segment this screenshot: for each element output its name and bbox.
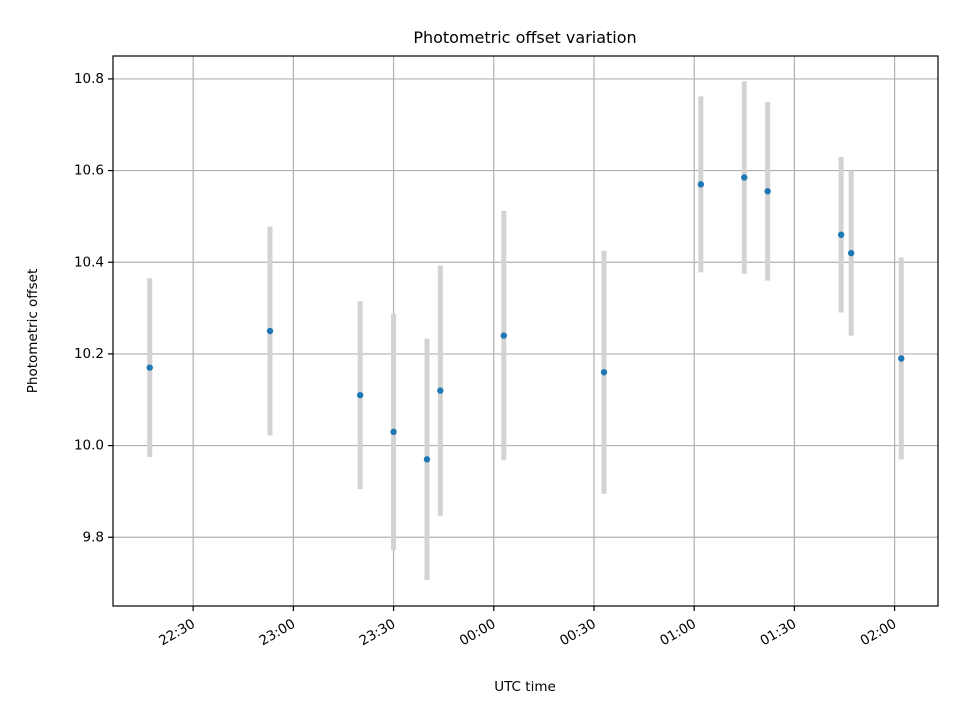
x-tick-label: 23:00 — [256, 616, 298, 649]
data-point — [764, 188, 771, 195]
x-tick-label: 00:00 — [457, 616, 499, 649]
data-point — [600, 369, 608, 376]
x-tick-label: 02:00 — [858, 616, 900, 649]
x-axis-label: UTC time — [494, 679, 556, 695]
x-tick-label: 01:30 — [757, 616, 799, 649]
data-point — [837, 231, 845, 238]
x-tick-label: 23:30 — [357, 616, 399, 649]
data-points — [146, 174, 905, 463]
y-tick-label: 9.8 — [83, 529, 104, 545]
y-tick-label: 10.8 — [74, 71, 104, 87]
x-tick-label: 01:00 — [657, 616, 699, 649]
plot-frame — [112, 55, 939, 607]
data-point — [697, 181, 705, 188]
x-tick-label: 00:30 — [557, 616, 599, 649]
y-tick-label: 10.4 — [74, 254, 104, 270]
grid — [113, 56, 938, 606]
data-point — [847, 249, 855, 257]
data-point — [266, 327, 274, 335]
data-point — [741, 174, 748, 181]
x-tick-label: 22:30 — [156, 616, 198, 649]
data-point — [500, 332, 507, 339]
error-bars — [147, 81, 904, 580]
x-axis: 22:30 23:00 23:30 00:00 00:30 01:00 01:30 02:00 — [156, 606, 899, 649]
y-tick-label: 10.2 — [74, 346, 104, 362]
data-point — [898, 355, 905, 362]
y-axis-label: Photometric offset — [25, 269, 41, 393]
y-tick-label: 10.6 — [74, 163, 104, 179]
data-point — [437, 387, 444, 394]
data-point — [423, 456, 431, 463]
data-point — [356, 391, 364, 399]
data-point — [390, 428, 397, 436]
data-point — [146, 364, 153, 371]
y-axis: 9.8 10.0 10.2 10.4 10.6 10.8 — [74, 71, 113, 545]
y-tick-label: 10.0 — [74, 438, 104, 454]
chart-title: Photometric offset variation — [413, 28, 636, 47]
